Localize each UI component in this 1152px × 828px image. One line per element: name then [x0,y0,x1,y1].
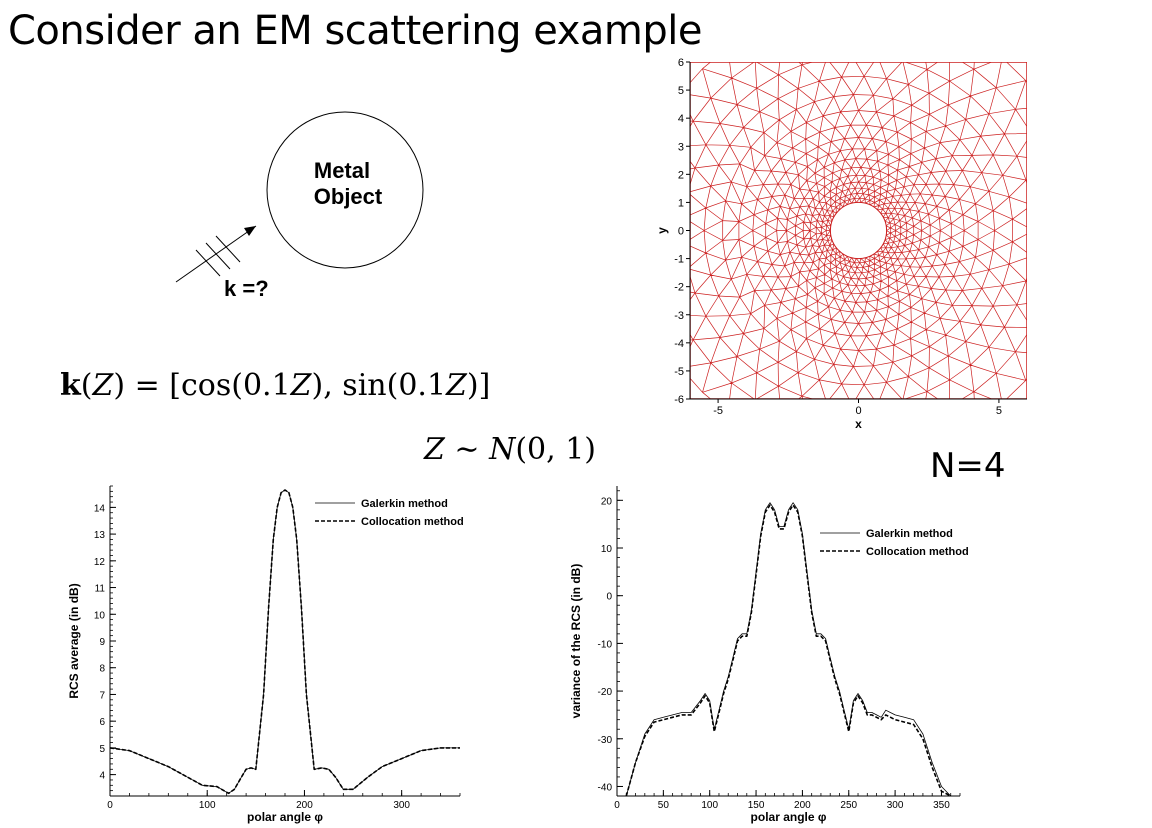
mesh-x-tick-label: 0 [855,405,861,417]
equation-k: k(Z) = [cos(0.1Z), sin(0.1Z)] [60,368,490,403]
wavefront-2 [205,242,231,270]
eq-k-z1: Z [92,368,114,403]
obstacle-circle [829,201,888,260]
legend-label: Galerkin method [361,498,448,510]
x-tick-label: 350 [933,800,950,811]
x-tick-label: 250 [840,800,857,811]
y-tick-label: 4 [99,771,105,782]
y-tick-label: 0 [606,592,612,603]
x-tick-label: 200 [794,800,811,811]
mesh-y-tick-label: -5 [674,366,684,378]
y-tick-label: 10 [601,544,613,555]
x-tick-label: 300 [887,800,904,811]
series-group [110,489,460,795]
eq-z-args: (0, 1) [515,432,596,467]
y-tick-label: 7 [99,690,105,701]
x-tick-label: 0 [107,800,113,811]
series-group [625,502,952,796]
metal-object-circle [266,111,424,269]
rcs-average-chart: 14 13 12 11 10 9 8 7 6 5 4 0 100 200 300 polar angle φ R… [67,485,464,824]
series-line-collocation [625,504,952,796]
mesh-y-tick-label: -1 [674,254,684,266]
x-tick-label: 50 [658,800,670,811]
n-label: N=4 [930,446,1006,486]
mesh-x-label: x [855,417,862,431]
legend-label: Galerkin method [866,528,953,540]
mesh-lines [690,62,1027,399]
y-tick-label: -20 [598,687,613,698]
x-tick-label: 300 [393,800,410,811]
equation-z: Z ∼ N(0, 1) [424,432,596,467]
mesh-chart: 6 5 4 3 2 1 0 -1 -2 -3 -4 -5 -6 -5 0 5 x y [655,57,1027,431]
x-tick-label: 0 [614,800,620,811]
mesh-y-label: y [655,227,669,234]
mesh-y-tick-label: 4 [678,113,684,125]
eq-k-symbol: k [60,368,81,403]
y-tick-label: 5 [99,744,105,755]
y-axis-label: variance of the RCS (in dB) [569,564,583,719]
wavefront-1 [195,249,221,277]
mesh-y-tick-label: 2 [678,169,684,181]
wave-label: k =? [224,276,269,301]
y-tick-label: -30 [598,735,613,746]
legend-label: Collocation method [361,516,464,528]
y-tick-label: 11 [95,584,106,595]
eq-z-symbol: Z [424,432,445,467]
mesh-y-tick-label: 0 [678,226,684,238]
y-tick-label: 10 [94,610,106,621]
y-tick-label: 13 [94,530,106,541]
legend-label: Collocation method [866,546,969,558]
y-tick-label: 12 [94,557,106,568]
series-line-galerkin [625,502,951,796]
mesh-y-tick-label: 5 [678,85,684,97]
x-tick-label: 200 [296,800,313,811]
eq-z-sim: ∼ [444,432,490,467]
x-tick-label: 100 [701,800,718,811]
mesh-y-tick-label: -4 [674,338,684,350]
mesh-y-tick-label: 6 [678,57,684,69]
y-tick-label: 20 [601,496,613,507]
y-tick-label: 14 [94,503,106,514]
scattering-schematic: Metal Object k =? [175,111,424,301]
x-axis-label: polar angle φ [751,810,827,824]
eq-k-end: )] [466,368,491,403]
eq-k-mid: ) = [cos(0.1 [113,368,291,403]
eq-k-z3: Z [446,368,467,403]
mesh-y-tick-label: -6 [674,394,684,406]
y-tick-label: 8 [99,664,105,675]
mesh-axes: 6 5 4 3 2 1 0 -1 -2 -3 -4 -5 -6 -5 0 5 x y [655,57,1027,431]
y-tick-label: -10 [598,639,613,650]
y-tick-label: -40 [598,782,613,793]
x-tick-label: 150 [748,800,765,811]
wave-arrowhead [244,226,256,236]
series-line-galerkin [110,489,460,794]
y-tick-label: 9 [99,637,105,648]
object-label-line2: Object [314,184,383,209]
mesh-y-tick-label: -3 [674,310,684,322]
eq-k-z2: Z [290,368,312,403]
y-tick-label: 6 [99,717,105,728]
slide-title: Consider an EM scattering example [8,8,702,54]
object-label-line1: Metal [314,158,370,183]
eq-k-lpar: ( [80,368,93,403]
wavefront-3 [215,235,241,263]
series-line-collocation [110,489,460,795]
x-tick-label: 100 [199,800,216,811]
x-axis-label: polar angle φ [247,810,323,824]
mesh-y-tick-label: 1 [678,197,684,209]
eq-z-n: N [489,432,516,467]
mesh-x-tick-label: 5 [996,405,1002,417]
mesh-y-tick-label: 3 [678,141,684,153]
mesh-y-tick-label: -2 [674,282,684,294]
y-axis-label: RCS average (in dB) [67,583,81,698]
eq-k-mid2: ), sin(0.1 [311,368,447,403]
mesh-x-tick-label: -5 [713,405,723,417]
